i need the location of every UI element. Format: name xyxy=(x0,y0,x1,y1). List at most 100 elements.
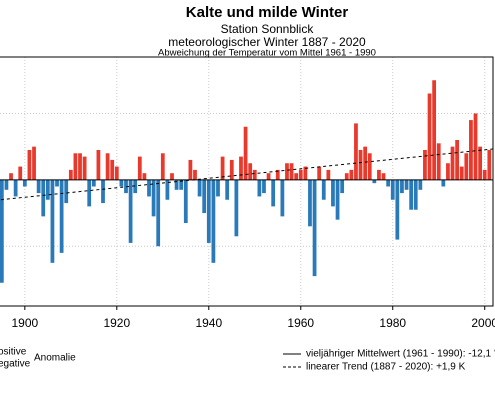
bar xyxy=(45,179,50,200)
bar xyxy=(308,179,312,227)
subtitle: Abweichung der Temperatur vom Mittel 196… xyxy=(158,48,376,59)
bar xyxy=(427,93,432,180)
bar xyxy=(206,179,211,243)
bar xyxy=(137,156,142,180)
bar xyxy=(96,149,101,180)
bar xyxy=(409,179,414,210)
bar xyxy=(372,179,377,184)
bar xyxy=(128,179,133,243)
bar xyxy=(110,159,115,180)
bar xyxy=(151,179,156,217)
bar xyxy=(193,169,197,180)
bar xyxy=(225,179,230,200)
legend-label: ositive xyxy=(0,347,27,358)
subtitle: meteorologischer Winter 1887 - 2020 xyxy=(168,35,366,49)
bar xyxy=(147,179,151,197)
bar xyxy=(340,179,345,194)
bar xyxy=(464,153,469,180)
bar xyxy=(321,179,326,200)
bar xyxy=(211,179,216,263)
bar xyxy=(275,169,280,180)
bar xyxy=(473,113,478,180)
bar xyxy=(170,173,174,180)
bar xyxy=(326,169,331,180)
bar xyxy=(239,156,243,180)
bar xyxy=(13,179,18,197)
bar xyxy=(367,153,372,180)
bar xyxy=(197,179,202,197)
bar xyxy=(124,179,128,194)
bar xyxy=(469,120,473,180)
bar xyxy=(82,156,87,180)
bar xyxy=(174,179,179,190)
bar xyxy=(55,179,59,187)
bar xyxy=(432,80,437,180)
bar xyxy=(400,179,404,194)
bar xyxy=(252,169,257,180)
x-tick-label: 2000 xyxy=(471,316,495,330)
bar xyxy=(363,146,368,180)
x-tick-label: 1960 xyxy=(287,316,314,330)
legend-label: egative xyxy=(0,359,31,370)
bar xyxy=(119,179,124,187)
bar xyxy=(78,153,82,180)
bar xyxy=(183,179,188,223)
x-tick-label: 1920 xyxy=(103,316,130,330)
bar xyxy=(390,179,395,200)
bar xyxy=(133,179,138,194)
bar xyxy=(298,169,303,180)
bar xyxy=(220,156,225,180)
bar xyxy=(262,179,266,194)
bar xyxy=(349,169,354,180)
plot-area xyxy=(0,57,493,306)
bar xyxy=(41,179,46,217)
trend-line xyxy=(0,148,493,201)
bar xyxy=(482,169,487,180)
bar xyxy=(303,166,308,180)
bar xyxy=(459,166,464,180)
bar xyxy=(335,179,340,220)
bar xyxy=(423,149,427,180)
bar xyxy=(229,159,234,180)
legend-label: linearer Trend (1887 - 2020): +1,9 K xyxy=(306,362,466,373)
bar xyxy=(101,179,105,204)
bar xyxy=(4,179,9,190)
bar xyxy=(280,179,285,217)
bar xyxy=(413,179,418,210)
legend-label: vieljähriger Mittelwert (1961 - 1990): -… xyxy=(306,349,495,360)
bar xyxy=(91,179,96,187)
bar xyxy=(446,163,450,180)
bar xyxy=(266,173,271,180)
bar xyxy=(478,146,483,180)
bar xyxy=(188,159,193,180)
x-tick-label: 1980 xyxy=(379,316,406,330)
bar xyxy=(381,173,386,180)
subtitle: Station Sonnblick xyxy=(221,22,315,36)
bar xyxy=(358,149,363,180)
bar xyxy=(36,179,41,194)
bar xyxy=(9,173,13,180)
bar xyxy=(317,166,322,180)
bar xyxy=(105,153,110,180)
bar xyxy=(487,149,492,180)
bar xyxy=(294,173,299,180)
bar xyxy=(312,179,317,277)
bar xyxy=(179,179,184,190)
bar xyxy=(395,179,400,240)
bar xyxy=(64,179,69,204)
bar xyxy=(354,123,358,180)
bar xyxy=(18,166,23,180)
bar xyxy=(160,153,165,180)
legend-title: Anomalie xyxy=(34,353,76,364)
bar xyxy=(142,173,147,180)
bar xyxy=(68,169,73,180)
chart-title: Kalte und milde Winter xyxy=(186,4,349,21)
bar xyxy=(331,179,335,207)
bar xyxy=(234,179,239,237)
bar xyxy=(386,179,391,187)
bar xyxy=(32,146,36,180)
bar xyxy=(27,149,32,180)
bar xyxy=(450,146,455,180)
bar xyxy=(271,179,276,207)
